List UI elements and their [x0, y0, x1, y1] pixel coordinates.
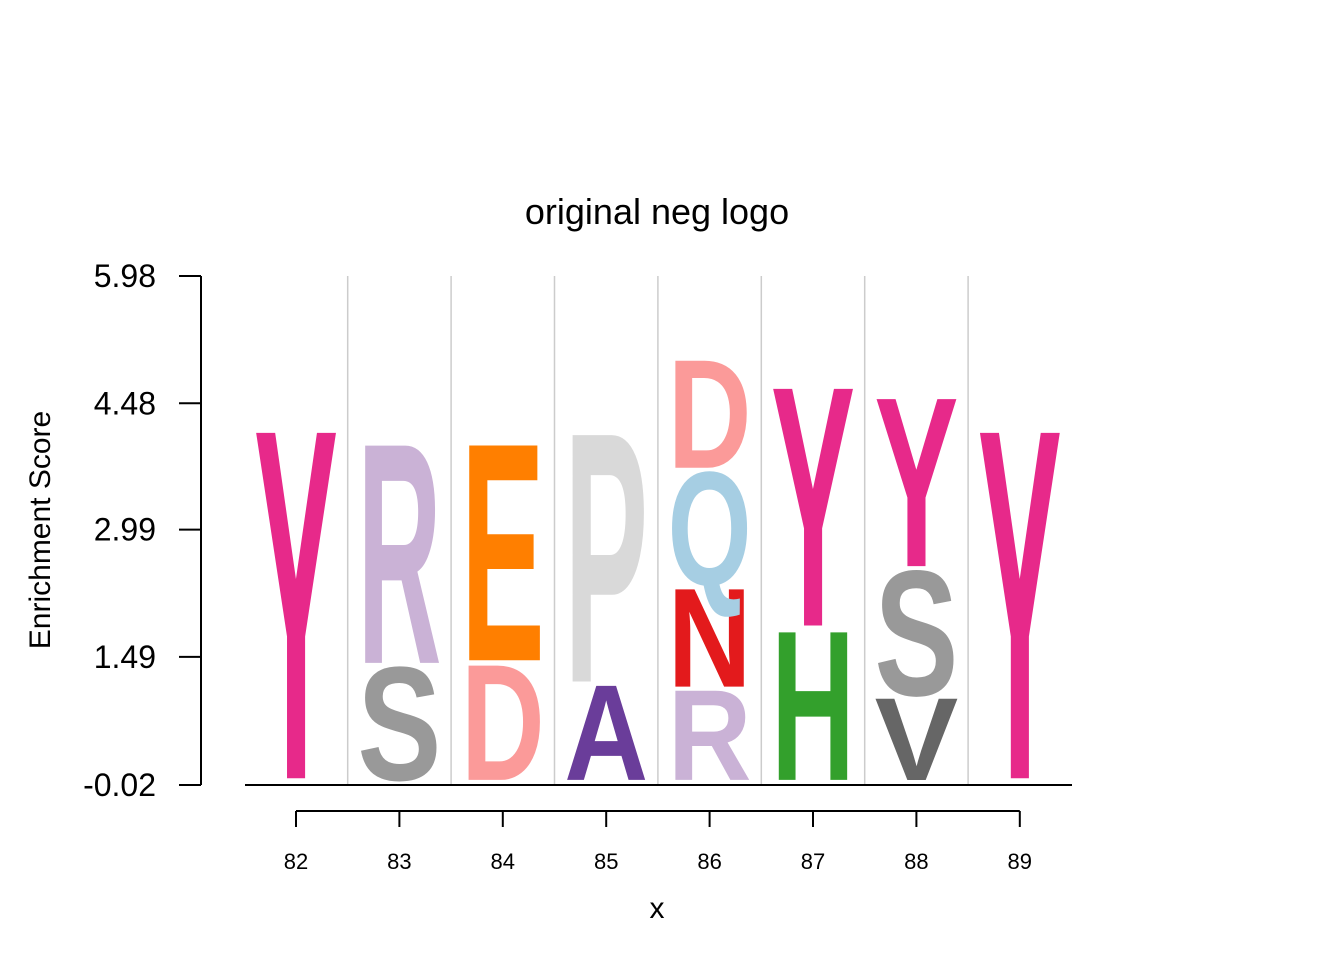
logo-letter-d: D	[668, 328, 752, 501]
x-tick-label: 84	[491, 849, 515, 874]
x-tick-label: 85	[594, 849, 618, 874]
y-tick-label: 1.49	[94, 639, 156, 675]
y-tick-label: -0.02	[83, 767, 156, 803]
logo-letter-r: R	[357, 379, 441, 731]
logo-letter-n: N	[668, 560, 752, 717]
y-tick-label: 2.99	[94, 512, 156, 548]
y-axis: 5.98 4.48 2.99 1.49 -0.02	[83, 258, 202, 803]
logo-letter-y: Y	[254, 324, 338, 885]
y-tick-label: 5.98	[94, 258, 156, 294]
x-axis-label: x	[650, 892, 665, 925]
x-axis: 82 83 84 85 86 87 88 89	[284, 810, 1032, 874]
y-tick-label: 4.48	[94, 385, 156, 421]
logo-letter-e: E	[461, 378, 545, 727]
logo-letter-a: A	[564, 656, 648, 809]
logo-letter-p: P	[564, 357, 648, 757]
logo-letter-q: Q	[668, 439, 752, 620]
chart-title: original neg logo	[525, 191, 789, 232]
position-separators	[346, 276, 969, 785]
logo-letter-v: V	[875, 673, 959, 805]
y-axis-label: Enrichment Score	[24, 411, 57, 649]
logo-letter-y: Y	[978, 324, 1062, 885]
x-tick-label: 83	[387, 849, 411, 874]
x-tick-label: 82	[284, 849, 308, 874]
x-tick-label: 87	[801, 849, 825, 874]
x-tick-label: 89	[1008, 849, 1032, 874]
logo-letter-s: S	[874, 533, 958, 733]
logo-letter-y: Y	[874, 346, 958, 617]
logo-letter-y: Y	[771, 313, 855, 698]
x-tick-label: 86	[697, 849, 721, 874]
x-tick-label: 88	[904, 849, 928, 874]
